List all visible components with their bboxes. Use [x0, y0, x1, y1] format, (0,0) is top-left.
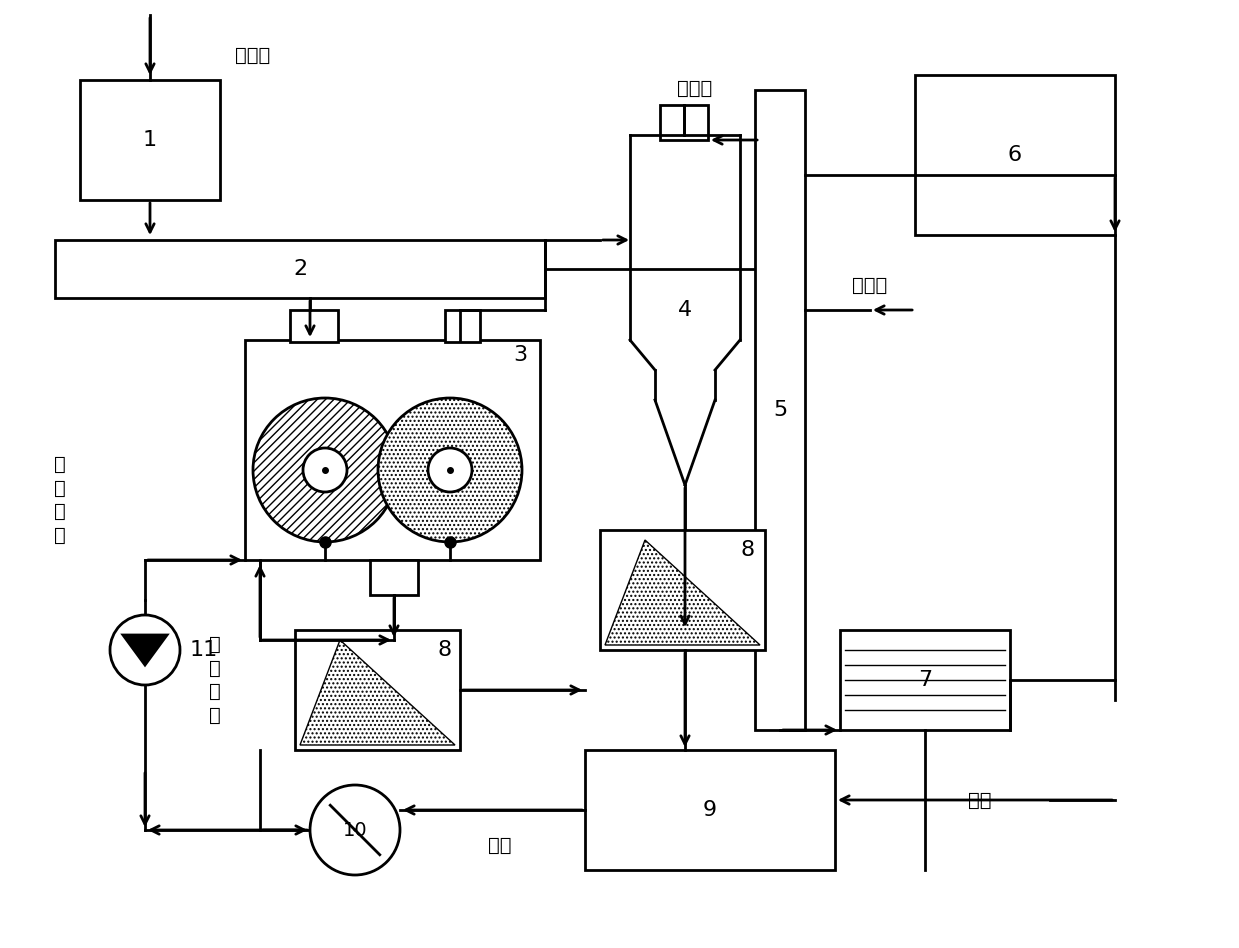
Circle shape [110, 615, 180, 685]
Text: 10: 10 [343, 821, 367, 840]
Text: 7: 7 [918, 670, 932, 690]
Bar [585, 750, 835, 870]
Text: 可燃气: 可燃气 [852, 276, 887, 295]
Text: 2: 2 [292, 259, 307, 279]
Text: 高
温
熳
盐: 高 温 熳 盐 [209, 635, 221, 725]
Bar [290, 310, 338, 342]
Text: 生物质: 生物质 [235, 46, 270, 64]
Text: 8: 8 [437, 640, 452, 660]
Text: 热解气: 热解气 [678, 79, 712, 98]
Text: 4: 4 [678, 300, 693, 320]
Circle shape [378, 398, 522, 542]
Text: 11: 11 [190, 640, 218, 660]
Bar [755, 90, 805, 730]
Text: 3: 3 [513, 345, 527, 365]
Circle shape [310, 785, 400, 875]
Bar [600, 530, 764, 650]
Bar [55, 240, 545, 298]
Polygon shape [123, 635, 167, 665]
Bar [840, 630, 1010, 730]
Bar [660, 105, 707, 140]
Text: 8: 8 [741, 540, 755, 560]
Bar [370, 560, 418, 595]
Bar [245, 340, 540, 560]
Circle shape [253, 398, 396, 542]
Bar [914, 75, 1115, 235]
Text: 5: 5 [773, 400, 787, 420]
Text: 9: 9 [703, 800, 717, 820]
Bar [295, 630, 460, 750]
Text: 空气: 空气 [968, 791, 991, 810]
Bar [81, 80, 221, 200]
Text: 低
温
熳
盐: 低 温 熳 盐 [55, 455, 66, 545]
Text: 烟气: 烟气 [488, 835, 512, 854]
Text: 1: 1 [142, 130, 157, 150]
Circle shape [427, 448, 472, 492]
Circle shape [304, 448, 347, 492]
Text: 6: 6 [1009, 145, 1022, 165]
Bar [445, 310, 479, 342]
